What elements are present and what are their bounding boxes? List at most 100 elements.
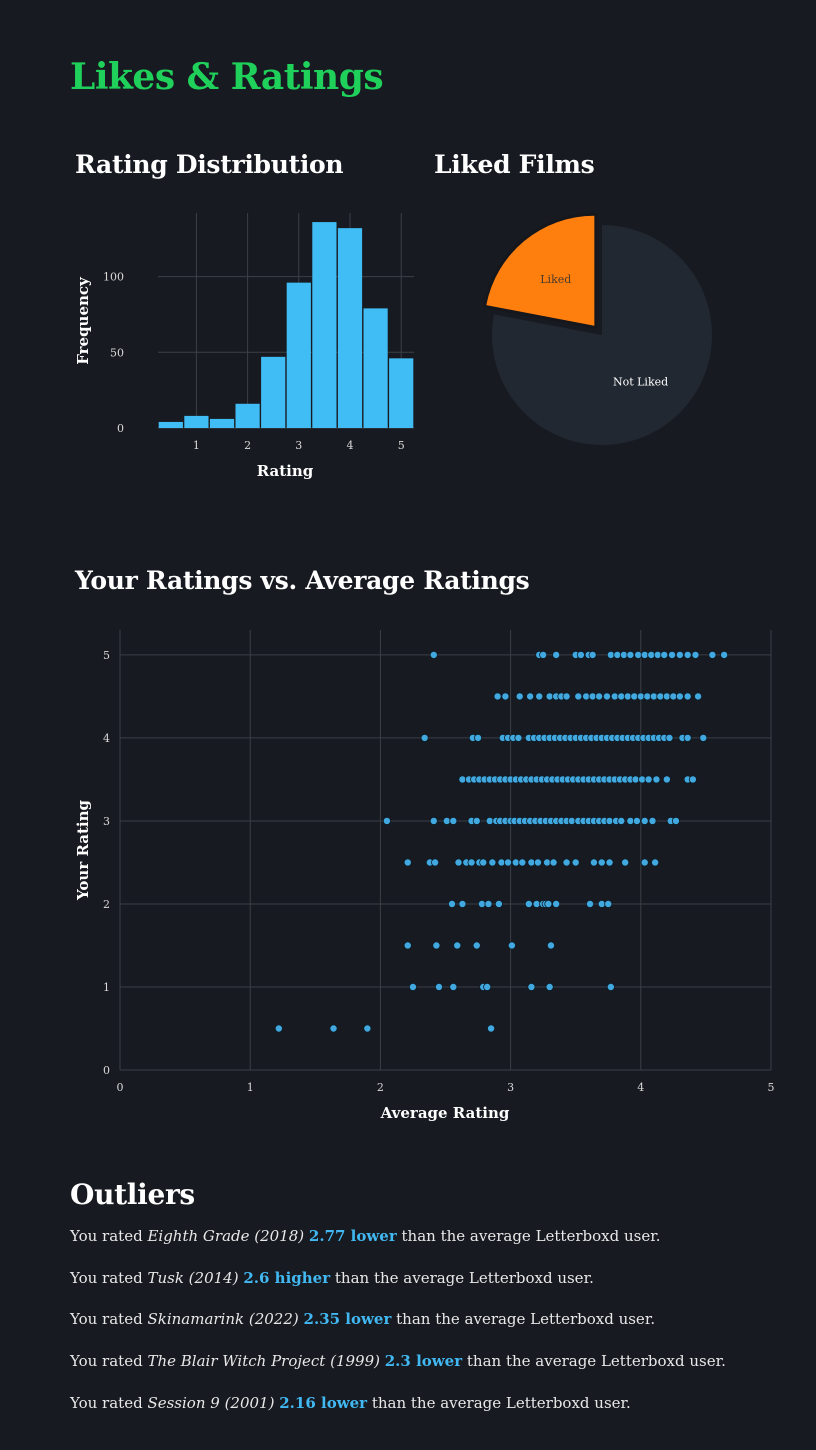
- scatter-point: [518, 858, 527, 867]
- scatter-point: [683, 650, 692, 659]
- x-tick-label: 0: [117, 1081, 124, 1094]
- x-tick-label: 1: [247, 1081, 254, 1094]
- scatter-point: [545, 982, 554, 991]
- scatter-point: [640, 858, 649, 867]
- scatter-point: [688, 775, 697, 784]
- scatter-point: [453, 941, 462, 950]
- scatter-point: [546, 941, 555, 950]
- y-tick-label: 1: [103, 981, 110, 994]
- pie-label-not-liked: Not Liked: [613, 376, 668, 389]
- scatter-point: [668, 650, 677, 659]
- scatter-point: [552, 650, 561, 659]
- scatter-point: [527, 982, 536, 991]
- scatter-point: [640, 816, 649, 825]
- scatter-point: [605, 858, 614, 867]
- scatter-point: [683, 692, 692, 701]
- y-tick-label: 4: [103, 732, 110, 745]
- scatter-point: [606, 982, 615, 991]
- outlier-suffix: than the average Letterboxd user.: [396, 1227, 661, 1245]
- scatter-point: [539, 650, 548, 659]
- y-tick-label: 2: [103, 898, 110, 911]
- scatter-point: [458, 899, 467, 908]
- x-tick-label: 3: [295, 439, 302, 452]
- scatter-point: [595, 692, 604, 701]
- scatter-point: [562, 858, 571, 867]
- scatter-point: [503, 858, 512, 867]
- scatter-point: [515, 692, 524, 701]
- outlier-prefix: You rated: [70, 1310, 148, 1329]
- scatter-point: [574, 692, 583, 701]
- scatter-point: [514, 733, 523, 742]
- y-tick-label: 0: [117, 422, 124, 435]
- rating-distribution-title: Rating Distribution: [75, 150, 344, 179]
- outlier-diff: 2.3 lower: [384, 1352, 463, 1371]
- scatter-point: [429, 650, 438, 659]
- outlier-film: Eighth Grade (2018): [147, 1227, 305, 1245]
- outliers-title: Outliers: [70, 1178, 195, 1211]
- scatter-point: [431, 858, 440, 867]
- scatter-point: [494, 899, 503, 908]
- y-tick-label: 5: [103, 649, 110, 662]
- outliers-section: Outliers You rated Eighth Grade (2018) 2…: [70, 1178, 790, 1433]
- scatter-point: [472, 941, 481, 950]
- scatter-point: [329, 1024, 338, 1033]
- scatter-point: [501, 692, 510, 701]
- x-axis-label: Rating: [257, 462, 314, 480]
- scatter-point: [597, 858, 606, 867]
- scatter-point: [549, 858, 558, 867]
- scatter-point: [382, 816, 391, 825]
- scatter-point: [588, 650, 597, 659]
- scatter-section-title: Your Ratings vs. Average Ratings: [75, 566, 530, 595]
- outlier-list: You rated Eighth Grade (2018) 2.77 lower…: [70, 1225, 790, 1433]
- scatter-point: [576, 650, 585, 659]
- scatter-point: [552, 899, 561, 908]
- scatter-point: [652, 775, 661, 784]
- x-tick-label: 2: [244, 439, 251, 452]
- scatter-point: [403, 858, 412, 867]
- scatter-point: [586, 899, 595, 908]
- scatter-point: [621, 858, 630, 867]
- scatter-point: [683, 733, 692, 742]
- scatter-point: [544, 899, 553, 908]
- y-tick-label: 100: [103, 271, 124, 284]
- scatter-point: [363, 1024, 372, 1033]
- outlier-diff: 2.16 lower: [279, 1393, 368, 1412]
- scatter-point: [644, 775, 653, 784]
- scatter-point: [524, 899, 533, 908]
- scatter-point: [420, 733, 429, 742]
- histogram-bar: [184, 415, 209, 428]
- y-tick-label: 50: [110, 346, 124, 359]
- scatter-point: [487, 1024, 496, 1033]
- scatter-point: [488, 858, 497, 867]
- ratings-scatter-chart: 0 1 2 3 4 5 0 1 2 3 4 5 Average Rating Your Rating: [74, 630, 775, 1122]
- outlier-diff: 2.35 lower: [303, 1310, 392, 1329]
- scatter-point: [699, 733, 708, 742]
- scatter-point: [429, 816, 438, 825]
- x-tick-label: 2: [377, 1081, 384, 1094]
- outlier-diff: 2.6 higher: [243, 1268, 331, 1287]
- outlier-item: You rated The Blair Witch Project (1999)…: [70, 1350, 790, 1392]
- scatter-point: [691, 650, 700, 659]
- scatter-point: [483, 982, 492, 991]
- histogram-bar: [363, 308, 388, 428]
- liked-films-pie-chart: Liked Not Liked: [483, 212, 712, 445]
- scatter-point: [675, 650, 684, 659]
- outlier-prefix: You rated: [70, 1393, 148, 1412]
- scatter-point: [493, 692, 502, 701]
- y-tick-label: 0: [103, 1064, 110, 1077]
- histogram-bar: [389, 358, 414, 428]
- outlier-prefix: You rated: [70, 1268, 148, 1287]
- outlier-diff: 2.77 lower: [308, 1227, 397, 1245]
- scatter-point: [479, 858, 488, 867]
- pie-label-liked: Liked: [540, 273, 571, 286]
- y-axis-label: Your Rating: [74, 799, 92, 901]
- outlier-suffix: than the average Letterboxd user.: [367, 1393, 631, 1412]
- outlier-film: Session 9 (2001): [147, 1393, 275, 1412]
- x-tick-label: 4: [637, 1081, 644, 1094]
- scatter-point: [660, 650, 669, 659]
- histogram-bar: [235, 403, 260, 428]
- scatter-point: [403, 941, 412, 950]
- scatter-point: [507, 941, 516, 950]
- scatter-point: [274, 1024, 283, 1033]
- scatter-point: [648, 816, 657, 825]
